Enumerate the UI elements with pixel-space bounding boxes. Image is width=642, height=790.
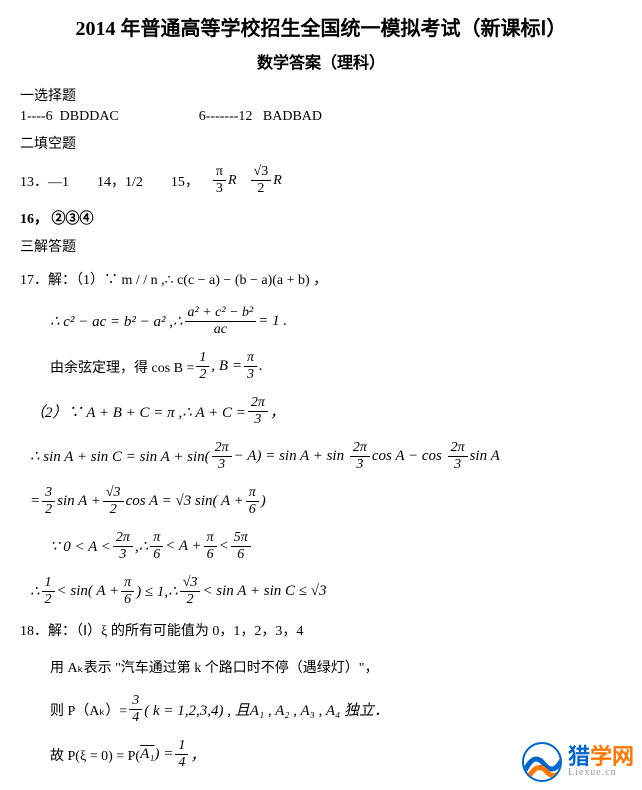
section2-heading: 二填空题 [20, 133, 622, 153]
watermark-logo: 猎学网 Liexue.cn [522, 742, 634, 782]
q17-part2-opening: （2）∵ A + B + C = π ,∴ A + C = 2π3 ， [30, 396, 622, 427]
q17-part1-opening: 17．解：（1）∵ m / / n ,∴ c(c − a) − (b − a)(… [20, 270, 622, 292]
q16-answer: 16， ②③④ [20, 208, 622, 228]
q17-line2: ∴ c² − ac = b² − a² ,∴ a² + c² − b²ac = … [50, 306, 622, 337]
fill-answers: 13．—1 14，1/2 15， π3 R √32 R [20, 165, 622, 196]
q13-answer: 13．—1 [20, 171, 69, 191]
q15-answer: 15， π3 R √32 R [171, 165, 282, 196]
mc-answers-6-12: 6-------12 BADBAD [199, 109, 322, 125]
mc-answers: 1----6 DBDDAC 6-------12 BADBAD [20, 109, 622, 125]
q17-line7: ∵ 0 < A < 2π3 ,∴ π6 < A + π6 < 5π6 [50, 531, 622, 562]
page-title: 2014 年普通高等学校招生全国统一模拟考试（新课标Ⅰ） [20, 12, 622, 41]
q17-line5: ∴ sin A + sin C = sin A + sin( 2π3 − A) … [30, 441, 622, 472]
q17-line8: ∴ 12 < sin( A + π6 ) ≤ 1,∴ √32 < sin A +… [30, 576, 622, 607]
page-subtitle: 数学答案（理科） [20, 49, 622, 73]
q18-opening: 18．解：（Ⅰ）ξ 的所有可能值为 0，1，2，3，4 [20, 621, 622, 643]
q18-line2: 用 Aₖ表示 "汽车通过第 k 个路口时不停（遇绿灯）"， [50, 658, 622, 680]
mc-answers-1-6: 1----6 DBDDAC [20, 109, 119, 125]
q18-line3: 则 P（Aₖ）= 34 ( k = 1,2,3,4) , 且A₁ , A₂ , … [50, 694, 622, 725]
logo-text: 猎学网 Liexue.cn [568, 746, 634, 778]
q17-line3: 由余弦定理，得 cos B = 12 , B = π3 . [50, 351, 622, 382]
q17-line6: = 32 sin A + √32 cos A = √3 sin( A + π6 … [30, 486, 622, 517]
logo-icon [522, 742, 562, 782]
section3-heading: 三解答题 [20, 236, 622, 256]
q14-answer: 14，1/2 [97, 171, 143, 191]
section1-heading: 一选择题 [20, 85, 622, 105]
